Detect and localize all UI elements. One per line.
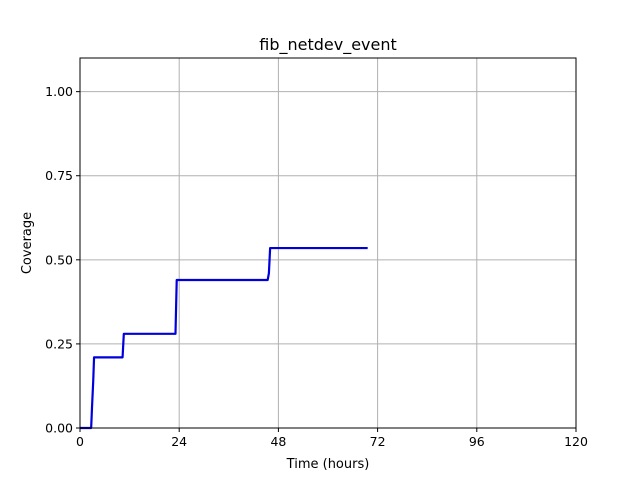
x-axis-label: Time (hours) (286, 457, 370, 472)
y-tick-label: 0.75 (45, 168, 73, 183)
series-layer (80, 246, 368, 430)
coverage-series-line (80, 246, 368, 430)
x-tick-label: 72 (370, 434, 386, 449)
x-tick-label: 96 (469, 434, 485, 449)
x-tick-label: 120 (564, 434, 588, 449)
y-tick-label: 0.50 (45, 252, 73, 267)
x-tick-label: 48 (270, 434, 286, 449)
x-tick-label: 24 (171, 434, 187, 449)
y-tick-label: 0.25 (45, 336, 73, 351)
tick-layer: 0 24 48 72 96 120 0.00 0.25 0.50 0.75 1.00 (45, 84, 588, 449)
y-tick-label: 1.00 (45, 84, 73, 99)
chart-title: fib_netdev_event (259, 35, 397, 55)
y-axis-label: Coverage (20, 212, 35, 274)
x-tick-label: 0 (76, 434, 84, 449)
axes-frame (79, 57, 577, 429)
y-tick-label: 0.00 (45, 421, 73, 436)
